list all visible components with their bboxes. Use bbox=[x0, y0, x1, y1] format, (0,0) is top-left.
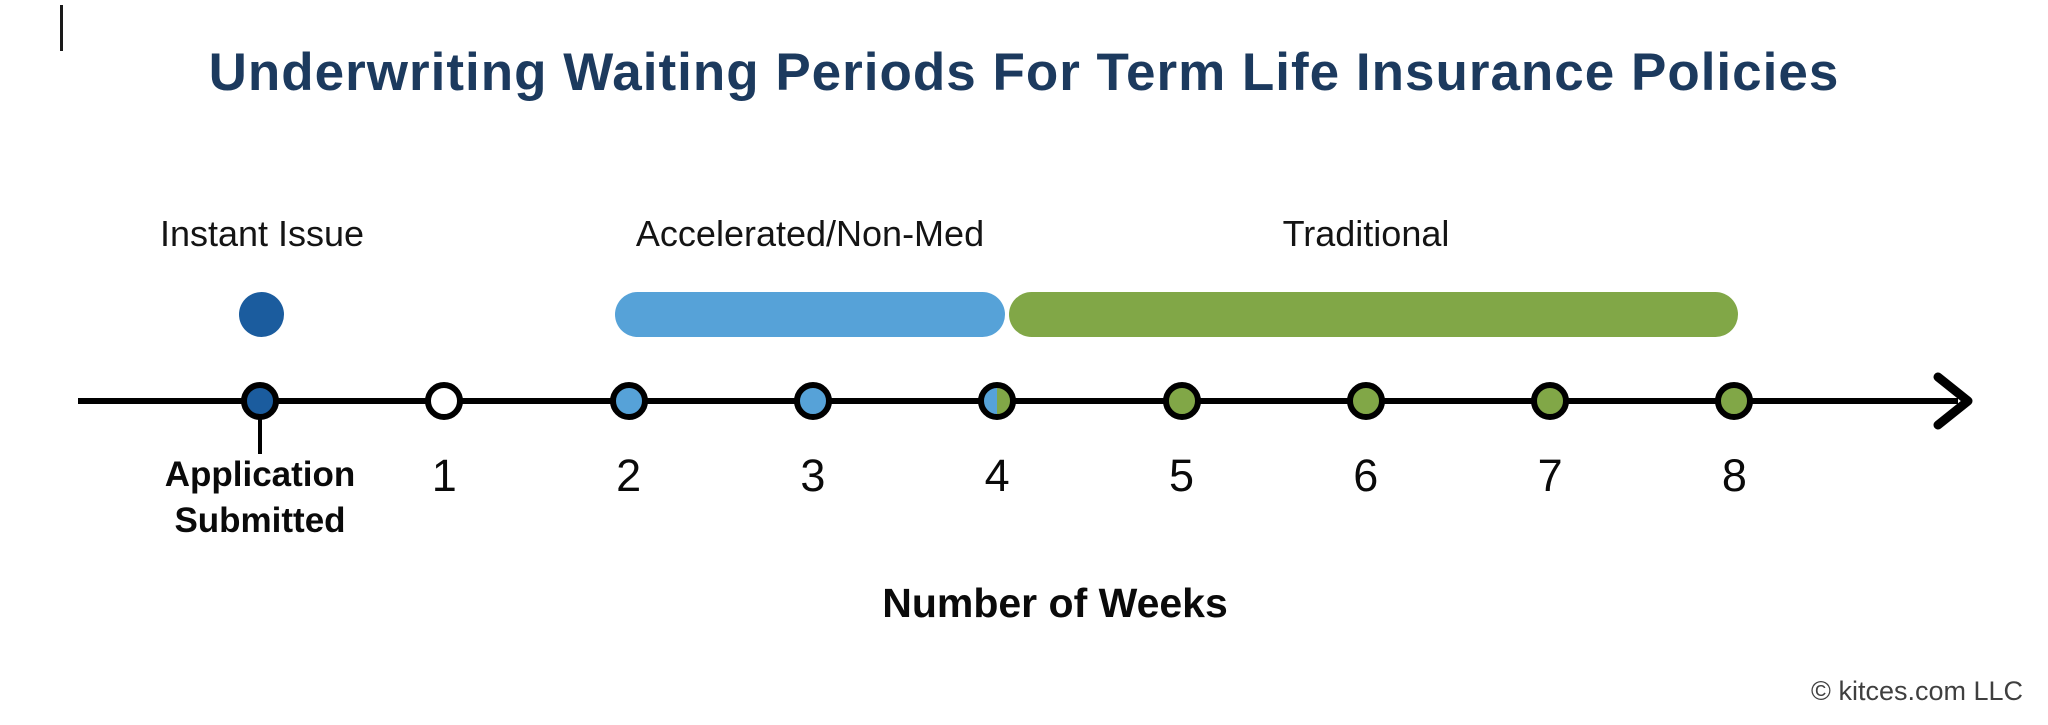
timeline-dot-week-0 bbox=[241, 382, 279, 420]
axis-arrowhead-icon bbox=[1933, 372, 1973, 430]
week-tick-label-4: 4 bbox=[984, 450, 1010, 501]
corner-crop-mark bbox=[60, 5, 63, 51]
week-tick-label-1: 1 bbox=[431, 450, 457, 501]
timeline-dot-week-5 bbox=[1162, 382, 1201, 420]
timeline-dot-week-2 bbox=[609, 382, 648, 420]
week-tick-label-2: 2 bbox=[616, 450, 642, 501]
x-axis-title: Number of Weeks bbox=[882, 580, 1228, 626]
week-tick-label-5: 5 bbox=[1168, 450, 1195, 501]
timeline-dot-week-7 bbox=[1531, 382, 1570, 420]
application-submitted-label: Application Submitted bbox=[164, 455, 356, 540]
copyright-notice: © kitces.com LLC bbox=[1811, 676, 2023, 706]
week-tick-label-8: 8 bbox=[1721, 450, 1747, 501]
traditional-range-bar bbox=[1009, 292, 1738, 337]
timeline-dot-week-3 bbox=[793, 382, 832, 420]
timeline-dot-week-4 bbox=[978, 382, 1017, 420]
timeline-dot-week-1 bbox=[425, 382, 464, 420]
page-title: Underwriting Waiting Periods For Term Li… bbox=[208, 43, 1840, 102]
timeline-dot-week-6 bbox=[1346, 382, 1385, 420]
segment-label-instant-issue: Instant Issue bbox=[159, 213, 365, 254]
segment-label-traditional: Traditional bbox=[1282, 213, 1450, 254]
application-tick-line bbox=[258, 418, 262, 454]
instant-issue-marker bbox=[239, 292, 284, 337]
week-tick-label-7: 7 bbox=[1537, 450, 1563, 501]
timeline-axis bbox=[78, 398, 1958, 404]
segment-label-accelerated-non-med: Accelerated/Non-Med bbox=[635, 213, 985, 254]
week-tick-label-6: 6 bbox=[1353, 450, 1379, 501]
week-tick-label-3: 3 bbox=[800, 450, 826, 501]
accelerated-range-bar bbox=[615, 292, 1005, 337]
timeline-dot-week-8 bbox=[1715, 382, 1754, 420]
